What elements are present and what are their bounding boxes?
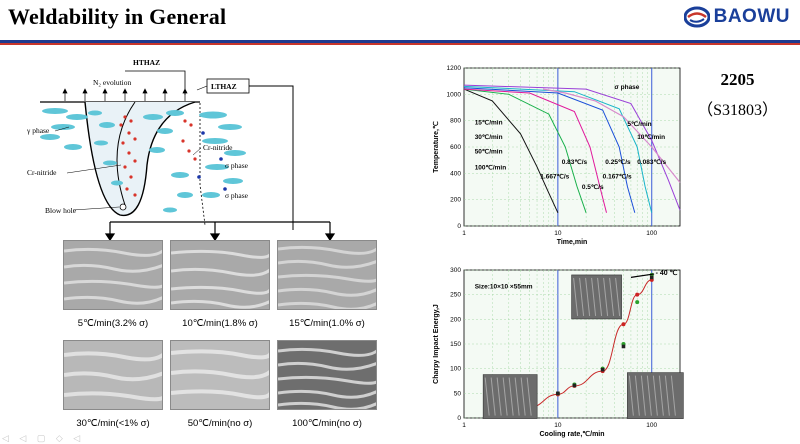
data-point [635,292,640,297]
x-tick-label: 10 [554,230,562,237]
data-point [572,383,577,388]
y-tick-label: 200 [450,197,461,204]
x-tick-label: 1 [462,230,466,237]
micrograph-caption-1: 5℃/min(3.2% σ) [77,318,149,329]
company-logo: BAOWU [683,6,790,28]
cr-nitride-left-label: Cr-nitride [27,168,57,177]
fractograph-inset [482,374,538,419]
series-line [463,88,607,213]
data-point [621,322,626,327]
micrograph-30c [63,340,163,410]
y-tick-label: 1200 [447,65,462,72]
gamma-phase-label: γ phase [26,126,50,135]
chart-annotation: 0.5℃/s [582,183,604,191]
micrograph-5c [63,240,163,310]
fractograph-inset [627,372,684,419]
y-axis-label: Charpy Impact Energy,J [433,304,440,384]
data-point [600,367,605,372]
chart-annotation: 10℃/min [637,133,665,141]
chart-annotation: 0.083℃/s [637,158,666,166]
cooling-curve-chart: 0 200 400 600 800 1000 1200 1 10 100 Time,min Tempe… [432,65,681,246]
series-line [463,84,681,211]
micrograph-caption-2: 10℃/min(1.8% σ) [182,318,258,329]
chart-annotation: 0.25℃/s [605,158,631,166]
fractograph-inset [571,274,622,320]
callout-arrow [630,273,655,278]
micrograph-caption-3: 15℃/min(1.0% σ) [289,318,365,329]
series-line [463,88,587,213]
impact-energy-chart: 0 50 100 150 200 250 300 1 10 100 Cooling rate,℃/m… [433,267,684,438]
micrograph-100c [277,340,377,410]
series-line [463,88,559,214]
y-axis-label: Temperature,℃ [432,121,440,173]
data-point [635,300,640,305]
footer-nav-icons: ◁ ◁ ▢ ◇ ◁ [2,433,85,443]
chart-annotation: 5℃/min [627,120,651,128]
data-point [621,344,626,349]
x-axis-label: Time,min [557,239,588,246]
y-tick-label: 250 [450,292,461,299]
specimen-size-label: Size:10×10 ×55mm [475,284,533,291]
x-tick-label: 10 [554,422,562,429]
y-tick-label: 200 [450,316,461,323]
chart-annotation: σ phase [614,84,639,91]
y-tick-label: 600 [450,144,461,151]
micrograph-caption-6: 100℃/min(no σ) [292,418,362,429]
grade-uns: （S31803） [697,102,778,119]
chart-annotation: 30℃/min [475,133,503,141]
y-tick-label: 0 [457,223,461,230]
haz-schematic-diagram: N₂ evolution HTHAZ LTHAZ γ p [26,58,294,230]
y-tick-label: 400 [450,170,461,177]
blow-hole-label: Blow hole [45,206,77,215]
y-tick-label: 100 [450,366,461,373]
chart-annotation: 0.83℃/s [562,158,588,166]
chart-annotation: 50℃/min [475,148,503,156]
y-tick-label: 1000 [447,91,462,98]
micrograph-50c [170,340,270,410]
micrograph-caption-5: 50℃/min(no σ) [187,418,253,429]
hthaz-label: HTHAZ [133,58,160,67]
chart-annotation: 15℃/min [475,119,503,127]
grade-label: 2205 （S31803） [697,70,778,120]
sigma-phase-label-2: σ phase [225,191,249,200]
header-rule-red [0,43,800,45]
series-line [463,87,636,213]
data-point [556,391,560,396]
slide-title: Weldability in General [8,4,227,29]
x-tick-label: 100 [646,422,657,429]
micrograph-15c [277,240,377,310]
x-tick-label: 100 [646,230,657,237]
cr-nitride-right-label: Cr-nitride [203,143,233,152]
header-rule-blue [0,40,800,43]
grade-name: 2205 [720,70,755,89]
baowu-swirl-icon [683,6,710,28]
sigma-phase-label-1: σ phase [225,161,249,170]
chart-annotation: 0.167℃/s [603,173,632,181]
series-line [543,88,681,183]
y-tick-label: 0 [457,415,461,422]
y-tick-label: 50 [454,390,462,397]
data-point [649,275,654,280]
n2-evolution-label: N₂ evolution [93,78,131,87]
temperature-callout: - 40 ℃ [656,269,678,277]
y-tick-label: 150 [450,341,461,348]
logo-text: BAOWU [713,6,790,27]
x-tick-label: 1 [462,422,466,429]
y-tick-label: 800 [450,118,461,125]
y-tick-label: 300 [450,267,461,274]
x-axis-label: Cooling rate,℃/min [539,430,604,438]
micrograph-caption-4: 30℃/min(<1% σ) [76,418,150,429]
chart-annotation: 1.667℃/s [540,173,569,181]
chart-annotation: 100℃/min [475,163,507,171]
lthaz-label: LTHAZ [211,82,237,91]
micrograph-10c [170,240,270,310]
